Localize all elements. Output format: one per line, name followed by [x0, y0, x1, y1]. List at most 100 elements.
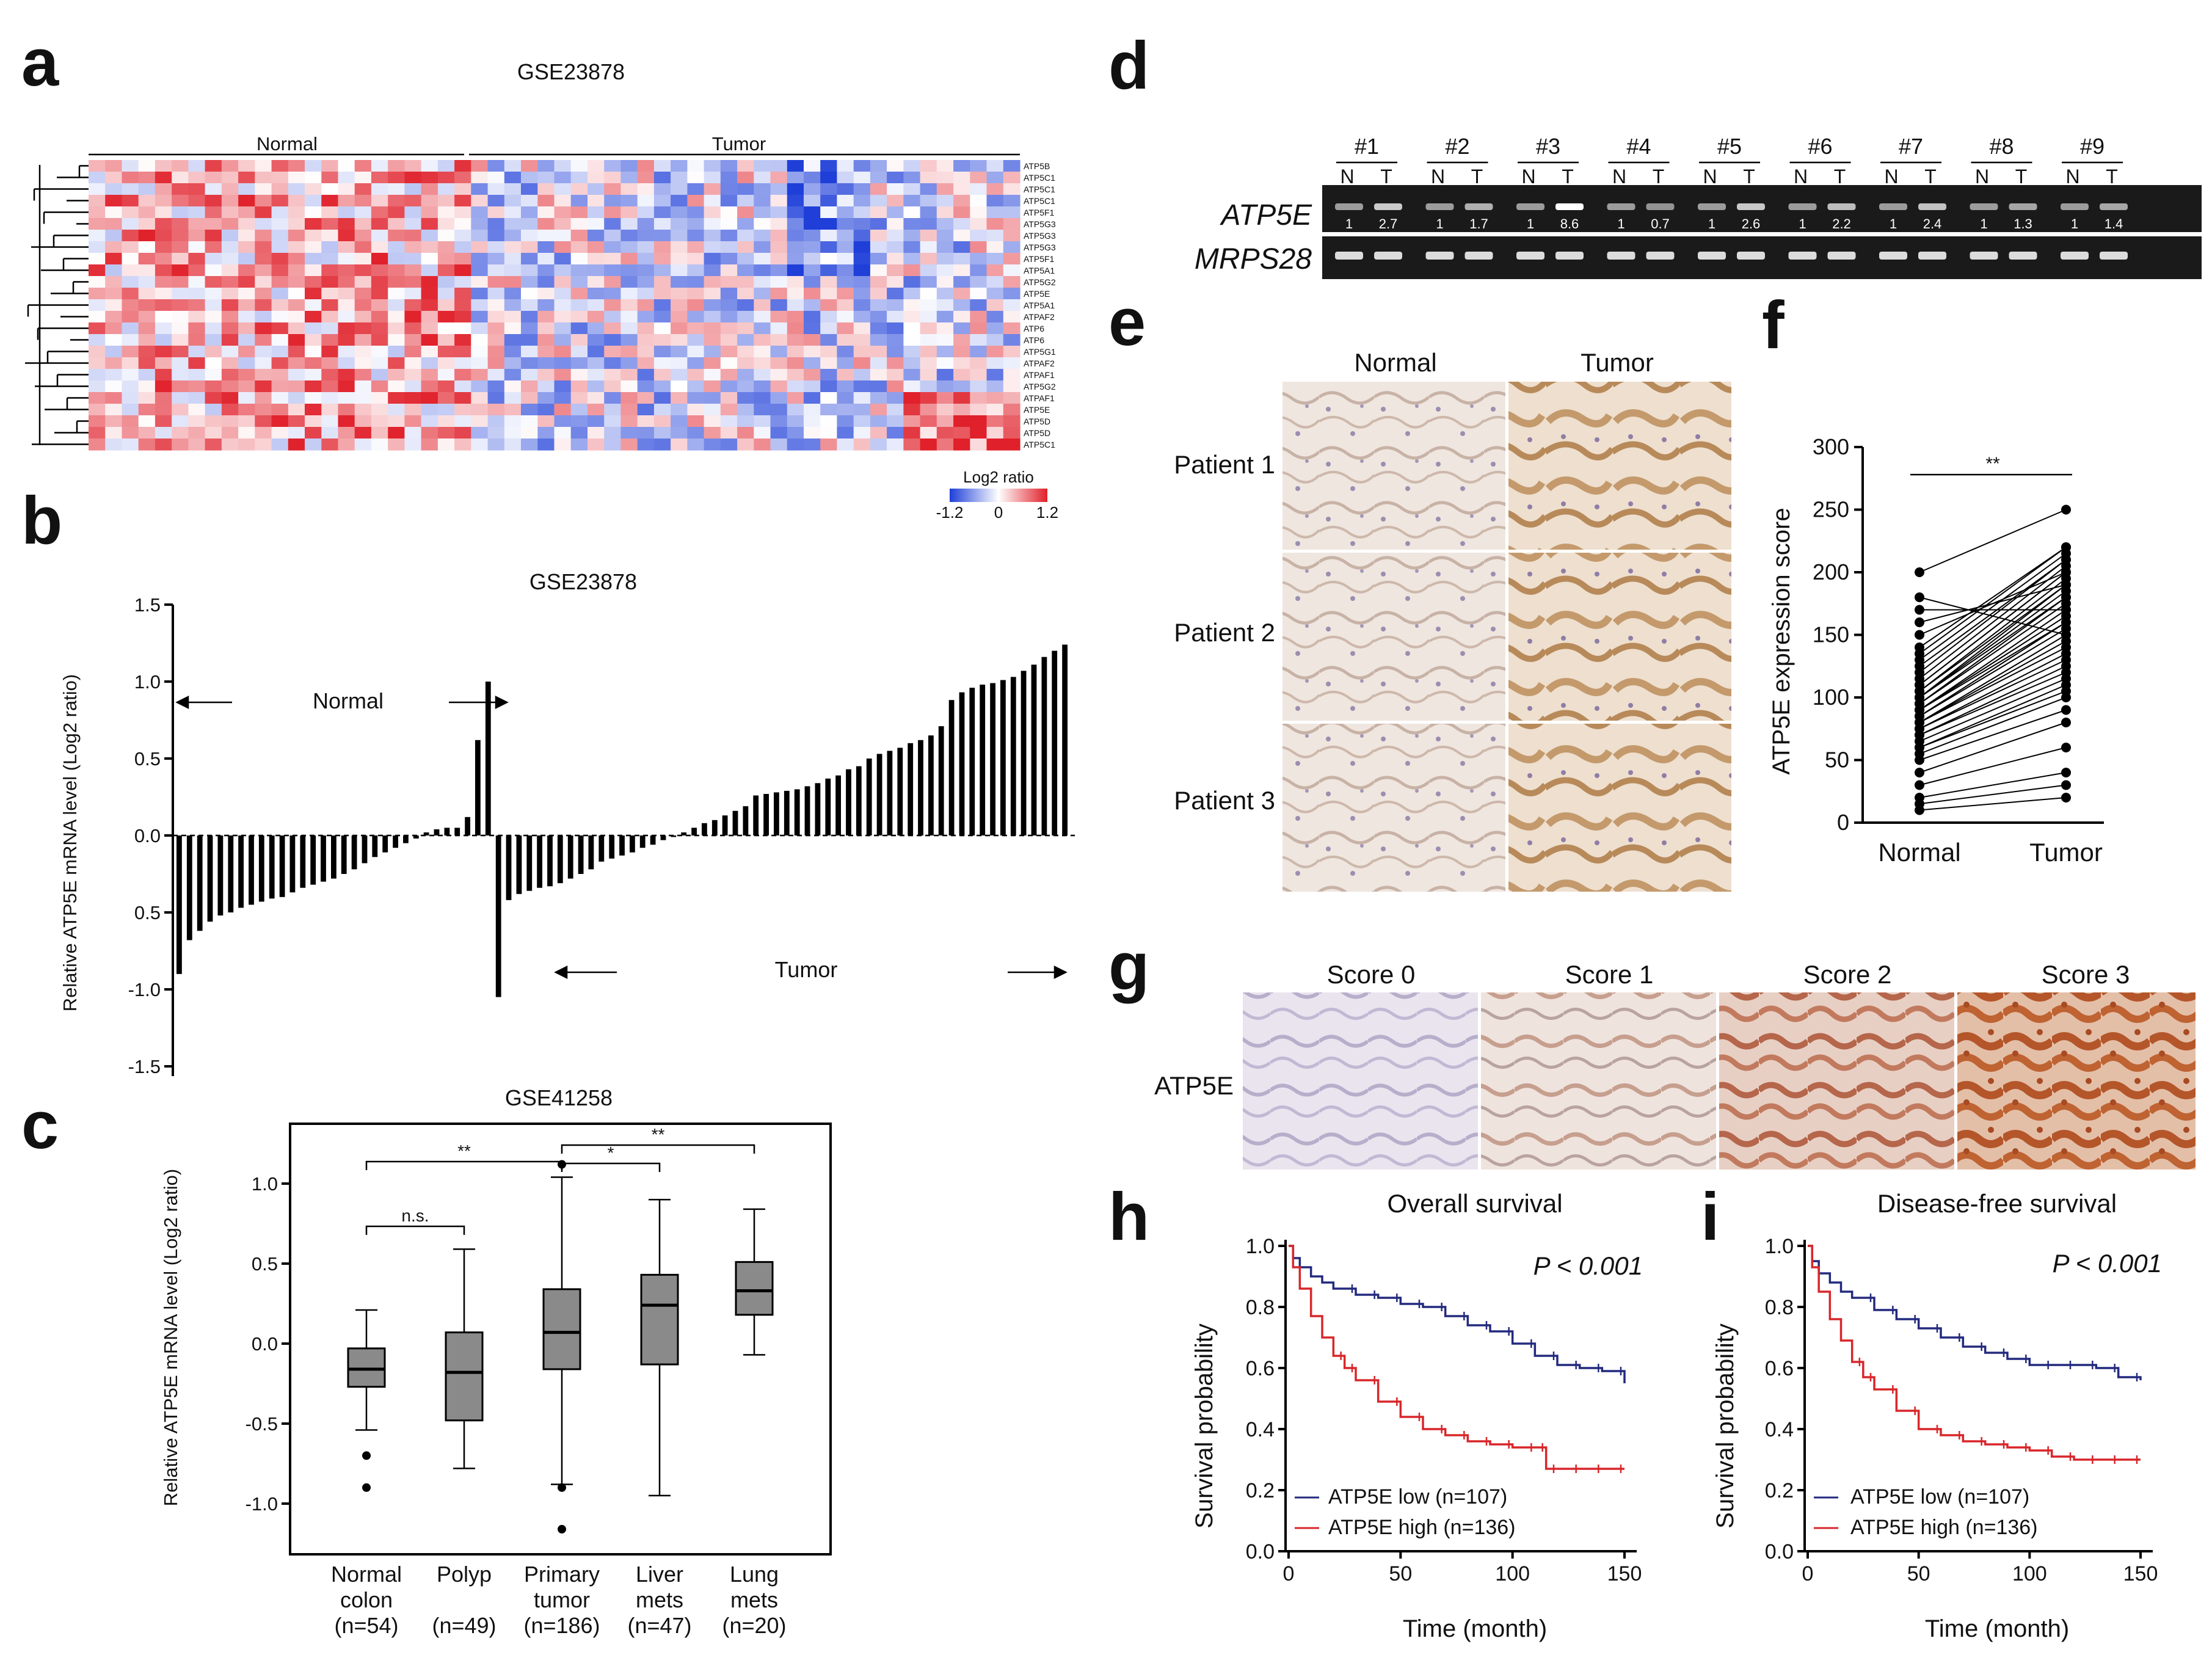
- heatmap-cell: [138, 241, 156, 253]
- heatmap-cell: [770, 357, 788, 369]
- heatmap-cell: [1003, 264, 1021, 277]
- heatmap-cell: [837, 357, 854, 369]
- heatmap-cell: [288, 427, 305, 439]
- normal-point: [1915, 617, 1924, 627]
- heatmap-grid: [89, 160, 1021, 451]
- heatmap-cell: [770, 276, 788, 288]
- heatmap-cell: [221, 392, 239, 404]
- heatmap-cell: [770, 299, 788, 311]
- heatmap-cell: [354, 241, 372, 253]
- heatmap-cell: [970, 380, 988, 393]
- heatmap-cell: [770, 439, 788, 451]
- heatmap-cell: [271, 357, 289, 369]
- heatmap-cell: [637, 357, 655, 369]
- heatmap-cell: [837, 264, 854, 277]
- heatmap-cell: [687, 322, 705, 335]
- tumor-point: [2061, 793, 2071, 802]
- bar: [454, 828, 460, 835]
- heatmap-cell: [487, 346, 505, 358]
- bar: [990, 683, 995, 835]
- heatmap-cell: [920, 241, 937, 253]
- heatmap-cell: [437, 218, 455, 230]
- heatmap-cell: [986, 346, 1004, 358]
- heatmap-cell: [421, 241, 438, 253]
- heatmap-cell: [870, 218, 887, 230]
- heatmap-cell: [404, 264, 422, 277]
- heatmap-cell: [903, 276, 921, 288]
- heatmap-cell: [388, 439, 405, 451]
- heatmap-cell: [188, 241, 206, 253]
- heatmap-cell: [338, 322, 355, 335]
- gene-label: ATP5F1: [1024, 254, 1055, 264]
- heatmap-cell: [604, 172, 621, 184]
- heatmap-cell: [172, 160, 189, 172]
- patient-label: #7: [1899, 134, 1923, 159]
- heatmap-cell: [870, 334, 887, 346]
- heatmap-cell: [671, 276, 688, 288]
- heatmap-cell: [903, 357, 921, 369]
- heatmap-cell: [122, 427, 139, 439]
- band-ratio: 1: [1799, 216, 1806, 231]
- heatmap-cell: [970, 264, 988, 277]
- heatmap-cell: [1003, 218, 1021, 230]
- gene-label: ATP5G2: [1024, 277, 1056, 287]
- heatmap-cell: [105, 241, 122, 253]
- heatmap-cell: [288, 183, 305, 195]
- heatmap-cell: [371, 160, 388, 172]
- heatmap-cell: [853, 276, 871, 288]
- heatmap-cell: [754, 206, 771, 219]
- heatmap-cell: [188, 264, 206, 277]
- heatmap-cell: [588, 195, 605, 207]
- chart-c-title: GSE41258: [505, 1085, 613, 1110]
- heatmap-cell: [188, 172, 206, 184]
- legend-tick-high: 1.2: [1036, 503, 1058, 522]
- heatmap-cell: [570, 241, 588, 253]
- panel-letter-i: i: [1701, 1179, 1720, 1254]
- heatmap-cell: [936, 253, 954, 265]
- heatmap-cell: [89, 288, 106, 300]
- lane-label-t: T: [1471, 166, 1483, 187]
- bar: [475, 740, 481, 835]
- heatmap-cell: [903, 427, 921, 439]
- heatmap-cell: [986, 322, 1004, 335]
- heatmap-cell: [687, 369, 705, 381]
- heatmap-cell: [138, 439, 156, 451]
- heatmap-cell: [1003, 172, 1021, 184]
- heatmap-cell: [172, 357, 189, 369]
- lane-label-n: N: [1884, 166, 1898, 187]
- heatmap-cell: [255, 369, 272, 381]
- heatmap-cell: [653, 311, 671, 323]
- heatmap-cell: [89, 241, 106, 253]
- heatmap-cell: [105, 334, 122, 346]
- significance-label: *: [608, 1143, 614, 1162]
- heatmap-cell: [221, 427, 239, 439]
- heatmap-cell: [604, 218, 621, 230]
- heatmap-cell: [487, 357, 505, 369]
- survival-curve: [1289, 1245, 1626, 1383]
- heatmap-cell: [820, 183, 837, 195]
- heatmap-cell: [970, 404, 988, 416]
- heatmap-cell: [421, 334, 438, 346]
- mrps28-band: [2009, 252, 2037, 260]
- heatmap-cell: [887, 439, 904, 451]
- heatmap-cell: [471, 369, 489, 381]
- heatmap-cell: [122, 415, 139, 428]
- heatmap-cell: [870, 264, 887, 277]
- chart-i-title: Disease-free survival: [1877, 1189, 2117, 1218]
- heatmap-cell: [305, 346, 322, 358]
- heatmap-cell: [671, 253, 688, 265]
- heatmap-cell: [122, 392, 139, 404]
- heatmap-cell: [588, 276, 605, 288]
- heatmap-cell: [970, 357, 988, 369]
- heatmap-cell: [172, 404, 189, 416]
- heatmap-cell: [953, 392, 970, 404]
- pair-line: [1919, 559, 2067, 667]
- band-ratio: 2.2: [1832, 216, 1851, 231]
- heatmap-cell: [604, 380, 621, 393]
- heatmap-cell: [653, 195, 671, 207]
- heatmap-cell: [837, 392, 854, 404]
- heatmap-cell: [986, 183, 1004, 195]
- heatmap-cell: [388, 230, 405, 242]
- heatmap-cell: [920, 346, 937, 358]
- heatmap-cell: [521, 253, 538, 265]
